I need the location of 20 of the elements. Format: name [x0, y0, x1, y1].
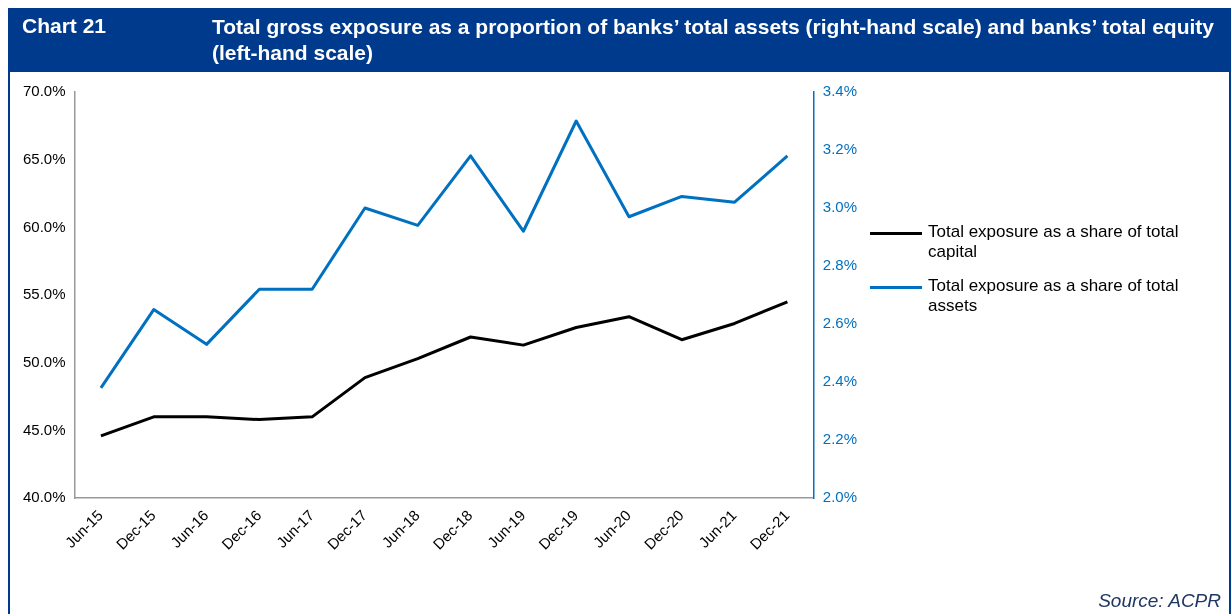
y2-tick-label: 2.6% [822, 314, 858, 332]
y2-tick-label: 3.2% [822, 140, 858, 158]
source-note: Source: ACPR [1098, 590, 1221, 612]
caption: Chart 21 [22, 14, 108, 39]
y2-tick-label: 2.8% [822, 256, 858, 274]
y-tick-label: 50.0% [22, 352, 66, 370]
y-tick-label: 70.0% [22, 82, 66, 100]
y2-tick-label: 3.4% [822, 82, 858, 100]
y2-tick-label: 3.0% [822, 198, 858, 216]
y2-tick-label: 2.4% [822, 372, 858, 390]
y-tick-label: 65.0% [22, 149, 66, 167]
y-tick-label: 45.0% [22, 420, 66, 438]
chart-title: Total gross exposure as a proportion of banks’ total assets (right-hand scale) and banks’ total equity (left-hand scale) [212, 14, 1215, 66]
y-tick-label: 40.0% [22, 488, 66, 506]
legend-label: Total exposure as a share of total assets [928, 276, 1180, 316]
y2-tick-label: 2.2% [822, 430, 858, 448]
y-tick-label: 60.0% [22, 217, 66, 235]
legend-label: Total exposure as a share of total capital [928, 222, 1180, 262]
y-tick-label: 55.0% [22, 285, 66, 303]
y2-tick-label: 2.0% [822, 488, 858, 506]
